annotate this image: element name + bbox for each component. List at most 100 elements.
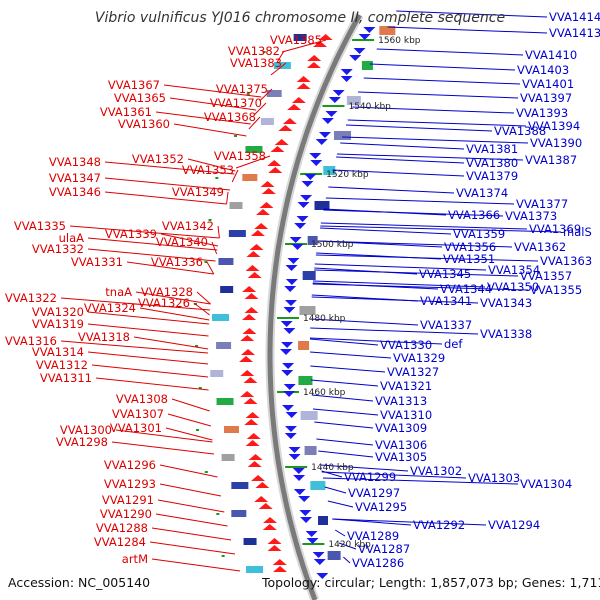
tick-label: 1460 kbp: [303, 388, 346, 398]
gene-arrow-forward: [288, 454, 301, 460]
gene-label-left: VVA1301: [110, 421, 162, 435]
gene-arrow-reverse: [254, 496, 269, 502]
leader-line-left: [115, 429, 213, 443]
leader-line-left: [165, 427, 213, 441]
leader-line-right: [316, 252, 442, 260]
leader-line-right: [321, 470, 343, 478]
gene-label-left: VVA1347: [49, 171, 101, 185]
gene-arrow-reverse: [240, 391, 255, 397]
gene-arrow-reverse: [248, 454, 263, 460]
gene-label-right: VVA1374: [456, 186, 508, 200]
feature-track: [193, 12, 396, 600]
gene-marker: [234, 135, 238, 137]
gene-block: [346, 96, 361, 105]
leader-line-right: [314, 267, 418, 275]
gene-label-right: VVA1379: [466, 169, 518, 183]
gene-arrow-reverse: [306, 62, 321, 68]
gene-arrow-reverse: [307, 55, 322, 61]
gene-label-right: VVA1403: [517, 63, 569, 77]
gene-arrow-reverse: [244, 307, 259, 313]
leader-line-right: [347, 119, 527, 127]
gene-label-left: VVA1319: [32, 317, 84, 331]
gene-marker: [195, 429, 199, 431]
gene-label-left: VVA1316: [5, 334, 57, 348]
gene-label-left: VVA1308: [116, 392, 168, 406]
gene-label-left: VVA1360: [118, 117, 170, 131]
gene-label-right: VVA1337: [420, 318, 472, 332]
leader-line-right: [338, 542, 357, 550]
gene-label-left: VVA1296: [104, 458, 156, 472]
leader-line-left: [87, 323, 209, 337]
gene-block: [216, 342, 232, 349]
gene-arrow-forward: [283, 391, 296, 397]
gene-arrow-reverse: [251, 475, 266, 481]
gene-arrow-forward: [293, 489, 306, 495]
leader-line-right: [342, 136, 529, 144]
gene-label-right: VVA1304: [520, 477, 572, 491]
gene-arrow-reverse: [274, 139, 289, 145]
leader-line-left: [253, 102, 267, 116]
gene-label-right: VVA1401: [522, 77, 574, 91]
gene-label-left: VVA1385: [270, 33, 322, 47]
gene-arrow-forward: [285, 279, 298, 285]
leader-line-left: [196, 291, 211, 305]
gene-block: [299, 306, 316, 315]
gene-arrow-forward: [340, 76, 353, 82]
gene-label-right: VVA1414: [549, 10, 600, 24]
gene-arrow-reverse: [254, 223, 269, 229]
gene-label-left: VVA1322: [5, 291, 57, 305]
gene-arrow-forward: [363, 27, 376, 33]
gene-arrow-reverse: [255, 209, 270, 215]
leader-line-left: [91, 364, 209, 378]
gene-arrow-forward: [328, 97, 341, 103]
leader-line-left: [104, 161, 235, 175]
gene-arrow-reverse: [249, 244, 264, 250]
gene-label-right: VVA1355: [530, 283, 582, 297]
gene-arrow-reverse: [250, 230, 265, 236]
leader-line-right: [314, 421, 374, 429]
leader-line-left: [60, 340, 209, 354]
leader-line-right: [309, 338, 379, 346]
gene-block: [229, 202, 243, 209]
leader-line-left: [135, 291, 211, 305]
leader-line-right: [335, 529, 346, 537]
leader-line-right: [343, 556, 351, 564]
gene-arrow-reverse: [240, 370, 255, 376]
gene-arrow-forward: [304, 174, 317, 180]
gene-arrow-reverse: [267, 160, 282, 166]
gene-block: [334, 131, 352, 140]
leader-line-left: [60, 297, 211, 311]
gene-label-right: VVA1351: [443, 252, 495, 266]
gene-label-right: VVA1302: [410, 464, 462, 478]
gene-label-right: VVA1338: [480, 327, 532, 341]
leader-line-right: [332, 518, 487, 526]
gene-label-left: VVA1365: [114, 91, 166, 105]
gene-arrow-forward: [296, 216, 309, 222]
gene-arrow-forward: [282, 363, 295, 369]
gene-label-left: VVA1331: [71, 255, 123, 269]
gene-label-right: VVA1363: [540, 254, 592, 268]
gene-block: [314, 201, 330, 210]
gene-arrow-forward: [316, 573, 329, 579]
gene-label-left: VVA1300: [60, 423, 112, 437]
leader-line-left: [159, 464, 218, 478]
leader-line-left: [187, 158, 236, 172]
gene-label-right: VVA1295: [355, 500, 407, 514]
leader-line-right: [320, 225, 562, 233]
gene-block: [327, 551, 341, 560]
gene-label-right: VVA1299: [344, 470, 396, 484]
gene-block: [212, 314, 230, 321]
gene-arrow-reverse: [243, 398, 258, 404]
gene-arrow-reverse: [282, 118, 297, 124]
leader-line-right: [363, 77, 521, 85]
gene-block: [300, 411, 318, 420]
gene-arrow-forward: [284, 300, 297, 306]
gene-label-left: VVA1288: [96, 521, 148, 535]
leader-line-left: [151, 558, 241, 572]
gene-label-right: VVA1381: [466, 142, 518, 156]
gene-arrow-forward: [321, 118, 334, 124]
gene-arrow-forward: [280, 321, 293, 327]
gene-arrow-reverse: [272, 559, 287, 565]
gene-arrow-forward: [280, 349, 293, 355]
gene-label-right: VVA1345: [419, 267, 471, 281]
